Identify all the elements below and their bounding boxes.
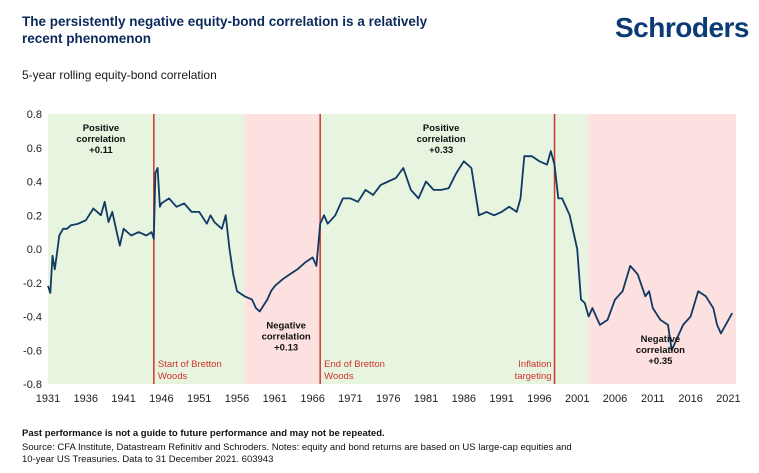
y-tick-label: -0.8 — [23, 379, 42, 391]
x-axis: 1931 1936 1941 1946 1951 1956 1961 1966 1971 1976… — [36, 393, 741, 405]
x-tick-label: 1986 — [452, 393, 476, 405]
regime-annotation: +0.33 — [429, 145, 453, 156]
event-label: Woods — [158, 371, 188, 382]
x-tick-label: 1991 — [489, 393, 513, 405]
schroders-logo: Schroders — [615, 12, 750, 43]
x-tick-label: 1961 — [263, 393, 287, 405]
source-line-1: Source: CFA Institute, Datastream Refini… — [22, 442, 572, 453]
x-tick-label: 1941 — [111, 393, 135, 405]
y-tick-label: -0.6 — [23, 345, 42, 357]
source-line-2: 10-year US Treasuries. Data to 31 Decemb… — [22, 454, 274, 465]
x-tick-label: 1951 — [187, 393, 211, 405]
x-tick-label: 2006 — [603, 393, 627, 405]
event-label: Inflation — [518, 359, 551, 370]
regime-band-2 — [244, 114, 321, 384]
event-label: targeting — [515, 371, 552, 382]
x-tick-label: 1931 — [36, 393, 60, 405]
page-title: The persistently negative equity-bond co… — [22, 14, 428, 46]
x-tick-label: 1976 — [376, 393, 400, 405]
regime-annotation: +0.35 — [648, 356, 673, 367]
regime-annotation: +0.13 — [274, 342, 298, 353]
regime-annotation: Negative — [266, 320, 306, 331]
y-tick-label: -0.2 — [23, 278, 42, 290]
event-label: End of Bretton — [324, 359, 385, 370]
x-tick-label: 1946 — [149, 393, 173, 405]
regime-band-0 — [48, 114, 154, 384]
correlation-line — [47, 150, 733, 352]
regime-band-4 — [554, 114, 589, 384]
x-tick-label: 1956 — [225, 393, 249, 405]
x-tick-label: 1936 — [74, 393, 98, 405]
x-tick-label: 2001 — [565, 393, 589, 405]
y-tick-label: 0.0 — [27, 244, 42, 256]
y-tick-label: 0.8 — [27, 109, 42, 121]
regime-band-5 — [588, 114, 736, 384]
y-tick-label: -0.4 — [23, 312, 42, 324]
regime-band-1 — [153, 114, 245, 384]
x-tick-label: 2016 — [678, 393, 702, 405]
regime-annotation: +0.11 — [89, 145, 113, 156]
regime-annotation: Positive — [423, 123, 459, 134]
regime-annotation: correlation — [76, 134, 125, 145]
regime-annotation: correlation — [262, 331, 311, 342]
chart-subtitle: 5-year rolling equity-bond correlation — [22, 68, 217, 82]
event-label: Woods — [324, 371, 354, 382]
x-tick-label: 1971 — [338, 393, 362, 405]
y-tick-label: 0.6 — [27, 143, 42, 155]
x-tick-label: 1966 — [300, 393, 324, 405]
y-tick-label: 0.4 — [27, 177, 42, 189]
x-tick-label: 1981 — [414, 393, 438, 405]
y-axis: 0.8 0.6 0.4 0.2 0.0 -0.2 -0.4 -0.6 -0.8 — [23, 109, 42, 391]
regime-bands — [48, 114, 736, 384]
disclaimer: Past performance is not a guide to futur… — [22, 428, 385, 439]
regime-band-3 — [320, 114, 555, 384]
regime-annotation: Negative — [641, 334, 681, 345]
regime-annotation: Positive — [83, 123, 119, 134]
regime-annotation: correlation — [417, 134, 466, 145]
x-tick-label: 2021 — [716, 393, 740, 405]
x-tick-label: 2011 — [641, 393, 665, 405]
y-tick-label: 0.2 — [27, 210, 42, 222]
regime-annotation: correlation — [636, 345, 685, 356]
x-tick-label: 1996 — [527, 393, 551, 405]
regime-annotations: Positivecorrelation+0.11Negativecorrelat… — [76, 123, 685, 367]
event-label: Start of Bretton — [158, 359, 222, 370]
